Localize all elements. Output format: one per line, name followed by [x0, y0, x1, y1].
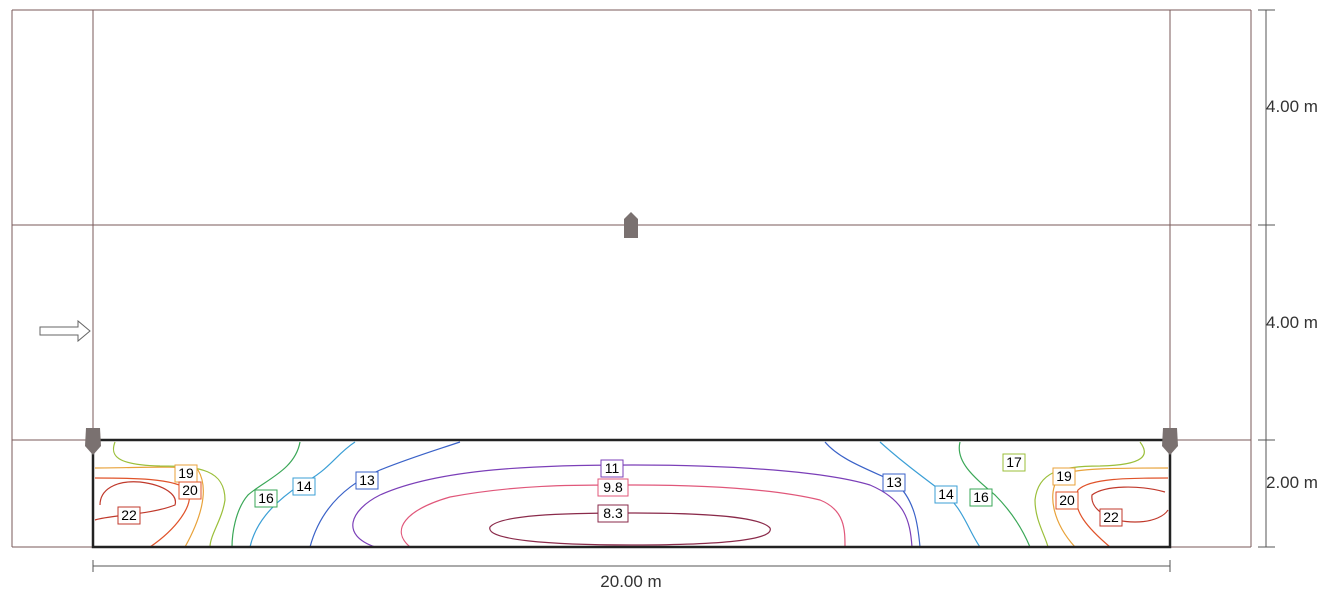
svg-text:16: 16	[258, 490, 274, 506]
contour-label-14-right: 14	[934, 485, 958, 504]
contour-9.8	[400, 484, 846, 548]
svg-text:22: 22	[121, 507, 137, 523]
contour-17-right	[1034, 441, 1145, 548]
luminaire-icon-left	[85, 428, 101, 455]
contour-label-16-right: 16	[969, 488, 993, 507]
svg-text:16: 16	[973, 489, 989, 505]
svg-text:14: 14	[938, 486, 954, 502]
contour-label-17-right: 17	[1002, 453, 1026, 472]
svg-text:13: 13	[359, 472, 375, 488]
svg-text:20: 20	[1059, 492, 1075, 508]
contour-16-right	[958, 441, 1031, 548]
svg-text:20: 20	[182, 482, 198, 498]
svg-text:14: 14	[296, 478, 312, 494]
svg-text:13: 13	[886, 474, 902, 490]
svg-text:22: 22	[1103, 509, 1119, 525]
direction-arrow-icon	[39, 319, 91, 343]
contour-label-22-left: 22	[117, 506, 141, 525]
contour-label-16-left: 16	[254, 489, 278, 508]
svg-text:19: 19	[1056, 468, 1072, 484]
contour-label-13-left: 13	[355, 471, 379, 490]
dimension-width: 20.00 m	[600, 572, 661, 591]
contour-16-left	[231, 441, 301, 548]
contour-20-right	[1075, 477, 1169, 548]
dimension-bottom: 2.00 m	[1266, 473, 1318, 492]
contour-label-22-right: 22	[1099, 508, 1123, 527]
room-outline	[91, 438, 1172, 549]
contour-label-19-right: 19	[1052, 467, 1076, 486]
grid	[11, 9, 1252, 548]
svg-text:19: 19	[178, 465, 194, 481]
dimension-top: 4.00 m	[1266, 97, 1318, 116]
contour-11	[352, 464, 913, 548]
contour-label-8.3: 8.3	[597, 504, 629, 523]
luminaire-icon-right	[1162, 428, 1178, 455]
contour-19-left	[94, 466, 204, 548]
contour-label-9.8: 9.8	[597, 478, 629, 497]
contour-labels: 19 20 22 16 14 13 11 9.8 8.3 13 14 16 17…	[117, 453, 1123, 527]
contour-8.3	[489, 512, 771, 546]
contour-label-20-right: 20	[1055, 491, 1079, 510]
svg-text:8.3: 8.3	[603, 505, 623, 521]
vertical-dimension-scale	[1258, 9, 1275, 548]
contour-label-20-left: 20	[178, 481, 202, 500]
contour-17-left	[112, 441, 226, 548]
horizontal-dimension-scale	[92, 560, 1171, 572]
luminaire-icon	[85, 428, 101, 455]
contour-13-right	[824, 441, 921, 548]
luminaire-icon	[624, 212, 638, 238]
luminaire-icon	[1162, 428, 1178, 455]
luminaire-icon-center	[624, 212, 638, 238]
contour-label-13-right: 13	[882, 473, 906, 492]
contour-label-19-left: 19	[174, 464, 198, 483]
contour-label-11: 11	[600, 459, 624, 478]
svg-text:11: 11	[605, 460, 620, 476]
svg-text:9.8: 9.8	[603, 479, 623, 495]
contour-14-right	[879, 441, 981, 548]
contour-label-14-left: 14	[292, 477, 316, 496]
contour-13-left	[309, 441, 461, 548]
dimension-middle: 4.00 m	[1266, 313, 1318, 332]
svg-text:17: 17	[1006, 454, 1022, 470]
